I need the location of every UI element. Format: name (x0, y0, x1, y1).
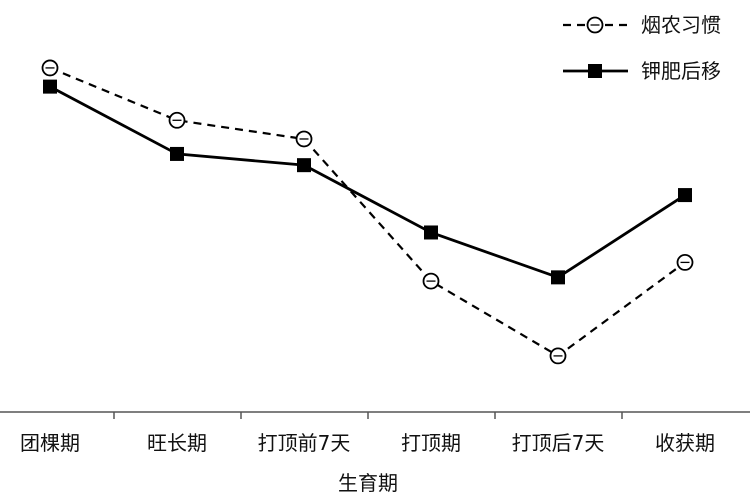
series-line-1 (49, 85, 686, 279)
x-axis-title: 生育期 (338, 471, 398, 495)
data-point (43, 79, 57, 94)
data-point (424, 225, 438, 240)
series-0 (41, 59, 694, 365)
x-tick-label: 打顶后7天 (512, 431, 605, 455)
x-tick-label: 打顶前7天 (258, 431, 351, 455)
series-line-0 (49, 66, 686, 358)
legend-label: 钾肥后移 (641, 59, 721, 83)
series-1 (43, 79, 692, 285)
legend-item-0: 烟农习惯 (563, 13, 721, 37)
legend-marker (588, 64, 602, 78)
series-layer (41, 59, 694, 365)
x-tick-label: 收获期 (655, 431, 715, 455)
axes-layer (0, 411, 750, 419)
x-tick-label: 团棵期 (20, 431, 80, 455)
data-point (297, 158, 311, 173)
data-point (551, 270, 565, 285)
legend-label: 烟农习惯 (641, 13, 721, 37)
data-point (678, 188, 692, 203)
legend-item-1: 钾肥后移 (563, 59, 721, 83)
x-tick-label: 打顶期 (401, 431, 461, 455)
x-tick-label: 旺长期 (147, 431, 207, 455)
data-point (170, 146, 184, 161)
